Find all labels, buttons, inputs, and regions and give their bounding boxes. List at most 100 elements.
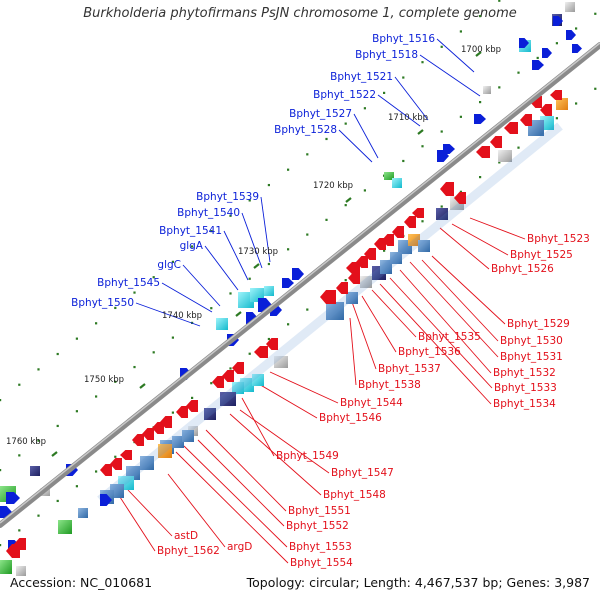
scale-tick-dot (191, 396, 194, 399)
label-leader-line (349, 317, 357, 386)
gene-label-reverse: Bphyt_1530 (500, 335, 563, 347)
cog-category-box (274, 356, 288, 368)
scale-tick-dot (287, 168, 290, 171)
scale-label: 1750 kbp (84, 375, 124, 385)
scale-tick-dot (248, 277, 251, 280)
cog-category-box (384, 172, 394, 180)
gene-label-reverse: Bphyt_1547 (331, 467, 394, 479)
reverse-cds-arrow (404, 216, 416, 228)
gene-label-forward: Bphyt_1527 (289, 108, 352, 120)
label-leader-line (204, 245, 239, 291)
scale-tick-dot (0, 399, 2, 402)
scale-label: 1700 kbp (461, 45, 501, 55)
reverse-cds-arrow (356, 256, 368, 268)
gene-label-forward: Bphyt_1521 (330, 71, 393, 83)
gene-label-forward: Bphyt_1545 (97, 277, 160, 289)
scale-tick-dot (133, 291, 136, 294)
gene-label-reverse: Bphyt_1551 (288, 505, 351, 517)
gene-label-reverse: Bphyt_1525 (510, 249, 573, 261)
scale-tick-dot (459, 190, 462, 193)
reverse-cds-arrow (160, 416, 172, 428)
label-leader-line (175, 451, 289, 564)
scale-tick-dot (479, 101, 482, 104)
label-leader-line (205, 429, 287, 512)
cog-category-box (436, 208, 448, 220)
label-leader-line (353, 113, 379, 159)
reverse-cds-arrow (504, 122, 518, 134)
forward-cds-arrow (443, 144, 455, 154)
scale-tick-dot (37, 514, 40, 517)
scale-tick-dot (267, 183, 270, 187)
gene-label-reverse: Bphyt_1553 (289, 541, 352, 553)
label-leader-line (436, 38, 475, 73)
cog-category-box (78, 508, 88, 518)
cog-category-box (408, 234, 420, 246)
gene-label-forward: glgA (180, 240, 204, 252)
scale-tick-dot (440, 205, 443, 208)
cds-feature-track (0, 16, 582, 558)
map-title: Burkholderia phytofirmans PsJN chromosom… (83, 6, 517, 21)
gene-label-reverse: Bphyt_1562 (157, 545, 220, 557)
scale-tick-dot (555, 117, 558, 120)
scale-tick-dot (56, 352, 59, 356)
reverse-cds-arrow (132, 434, 144, 446)
scale-tick-dot (402, 76, 405, 79)
cog-category-box (30, 466, 40, 476)
scale-tick-dot (594, 12, 597, 15)
reverse-cds-arrow (540, 104, 552, 116)
label-leader-line (377, 94, 421, 127)
label-leader-line (182, 264, 221, 307)
reverse-cds-arrow (120, 450, 132, 460)
gene-label-forward: Bphyt_1540 (177, 207, 240, 219)
scale-tick-dot (267, 337, 270, 341)
scale-tick-dot (383, 91, 386, 94)
reverse-cds-arrow (520, 114, 532, 126)
scale-major-tick (235, 311, 242, 317)
forward-cds-arrow (542, 48, 552, 58)
gene-label-reverse: Bphyt_1526 (491, 263, 554, 275)
reverse-cds-arrow (320, 290, 336, 304)
reverse-cds-arrow (14, 538, 26, 550)
scale-tick-dot (459, 115, 462, 118)
label-leader-line (351, 301, 377, 370)
scale-tick-dot (18, 454, 21, 457)
label-leader-line (229, 413, 322, 496)
scale-tick-dot (114, 306, 117, 310)
scale-tick-dot (171, 336, 174, 339)
scale-tick-dot (267, 262, 270, 266)
gene-label-reverse: Bphyt_1529 (507, 318, 570, 330)
scale-tick-dot (95, 395, 98, 398)
reverse-cds-arrow (550, 90, 562, 100)
reverse-cds-arrow (266, 338, 278, 350)
reverse-cds-arrow (222, 370, 234, 382)
reverse-cds-arrow (186, 400, 198, 412)
forward-cds-arrow (100, 494, 112, 506)
scale-tick-dot (325, 137, 328, 141)
scale-tick-dot (440, 130, 443, 133)
scale-tick-dot (344, 204, 347, 207)
scale-tick-dot (56, 424, 59, 428)
reverse-cds-arrow (412, 208, 424, 218)
scale-tick-dot (95, 322, 98, 325)
scale-tick-dot (555, 42, 558, 45)
scale-tick-dot (287, 248, 290, 251)
chromosome-backbone-highlight (0, 42, 600, 524)
cog-category-box (390, 252, 402, 264)
label-leader-line (223, 230, 249, 281)
gene-label-reverse: Bphyt_1532 (493, 367, 556, 379)
reverse-cds-arrow (348, 272, 360, 284)
reverse-cds-arrow (440, 182, 454, 196)
label-leader-line (197, 439, 285, 527)
gene-label-reverse: Bphyt_1554 (290, 557, 353, 569)
gene-label-reverse: Bphyt_1534 (493, 398, 556, 410)
scale-ticks (0, 0, 597, 547)
scale-tick-dot (171, 411, 174, 414)
gene-label-reverse: Bphyt_1523 (527, 233, 590, 245)
scale-tick-dot (0, 469, 2, 472)
reverse-cds-arrow (454, 192, 466, 204)
gene-label-forward: Bphyt_1539 (196, 191, 259, 203)
label-leader-line (431, 255, 506, 325)
gene-label-reverse: Bphyt_1546 (319, 412, 382, 424)
reverse-cds-arrow (142, 428, 154, 440)
